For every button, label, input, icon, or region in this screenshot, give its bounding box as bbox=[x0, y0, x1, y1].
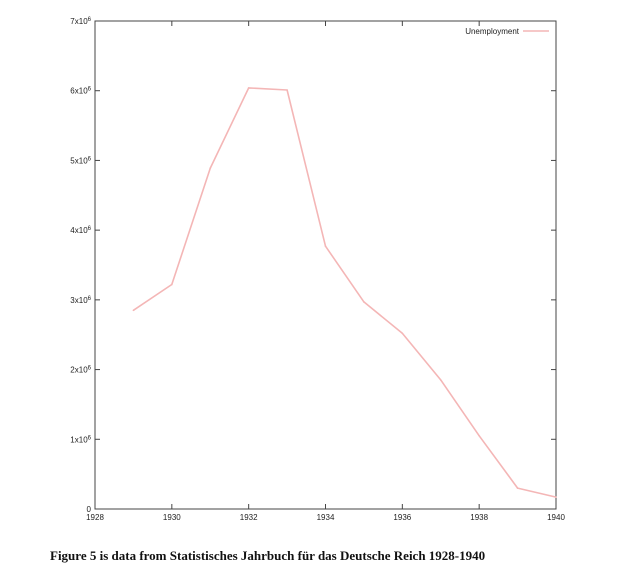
series-group bbox=[132, 87, 557, 498]
data-point bbox=[286, 89, 288, 91]
unemployment-chart: 1928 1930 1932 1934 1936 1938 1940 0 1x106 2x106… bbox=[70, 17, 565, 522]
x-tick-label: 1928 bbox=[86, 513, 104, 522]
x-tick-label: 1934 bbox=[317, 513, 335, 522]
data-point bbox=[324, 245, 327, 247]
y-tick-label: 5x106 bbox=[70, 156, 91, 165]
data-point bbox=[439, 379, 442, 381]
series-line-unemployment bbox=[132, 87, 557, 498]
x-tick-label: 1936 bbox=[393, 513, 411, 522]
x-tick-label: 1940 bbox=[547, 513, 565, 522]
data-point bbox=[363, 301, 365, 303]
x-axis-ticks: 1928 1930 1932 1934 1936 1938 1940 bbox=[86, 21, 565, 522]
data-point bbox=[401, 332, 404, 335]
y-tick-label: 2x106 bbox=[70, 366, 91, 375]
y-tick-label: 6x106 bbox=[70, 87, 91, 96]
data-point bbox=[171, 283, 173, 286]
y-tick-label: 4x106 bbox=[70, 226, 91, 235]
data-point bbox=[516, 487, 519, 489]
legend-label-unemployment: Unemployment bbox=[465, 27, 520, 36]
x-tick-label: 1932 bbox=[240, 513, 258, 522]
data-point bbox=[132, 309, 135, 312]
plot-frame bbox=[94, 20, 557, 510]
y-tick-label: 0 bbox=[87, 505, 92, 514]
y-tick-label: 1x106 bbox=[70, 435, 91, 444]
x-tick-label: 1930 bbox=[163, 513, 181, 522]
y-tick-label: 3x106 bbox=[70, 296, 91, 305]
y-tick-label: 7x106 bbox=[70, 17, 91, 26]
data-point bbox=[247, 87, 250, 89]
data-point bbox=[478, 435, 480, 437]
data-point bbox=[209, 167, 212, 169]
x-tick-label: 1938 bbox=[470, 513, 488, 522]
y-axis-ticks: 0 1x106 2x106 3x106 4x106 5x106 6x106 7x106 bbox=[70, 17, 556, 514]
legend: Unemployment bbox=[465, 27, 549, 36]
figure-caption: Figure 5 is data from Statistisches Jahr… bbox=[50, 548, 486, 563]
data-point bbox=[555, 496, 557, 498]
